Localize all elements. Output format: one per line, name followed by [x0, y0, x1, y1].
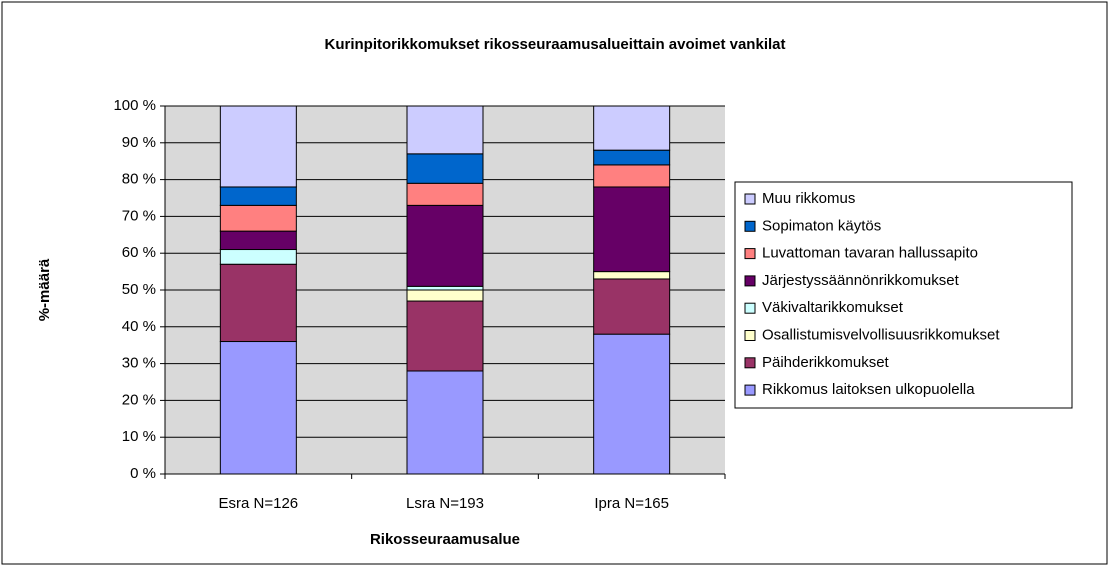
bar-segment — [219, 204, 297, 232]
legend-swatch — [744, 193, 756, 205]
legend-label: Väkivaltarikkomukset — [762, 299, 904, 316]
y-tick-label: 80 % — [122, 171, 156, 188]
y-tick-label: 40 % — [122, 318, 156, 335]
bar-segment — [406, 153, 484, 184]
y-tick-label: 30 % — [122, 355, 156, 372]
bar-segment — [406, 204, 484, 287]
bar-segment — [406, 370, 484, 475]
bar-segment — [406, 289, 484, 302]
bar-segment — [219, 105, 297, 188]
y-tick-label: 90 % — [122, 134, 156, 151]
legend-label: Muu rikkomus — [762, 190, 855, 207]
y-tick-label: 10 % — [122, 428, 156, 445]
legend-swatch — [744, 248, 756, 260]
bar-segment — [593, 149, 671, 166]
legend-label: Luvattoman tavaran hallussapito — [762, 245, 978, 262]
legend-swatch — [744, 330, 756, 341]
chart-title: Kurinpitorikkomukset rikosseuraamusaluei… — [325, 36, 786, 53]
legend-label: Sopimaton käytös — [762, 217, 881, 234]
y-tick-label: 0 % — [130, 465, 156, 482]
legend-label: Järjestyssäännönrikkomukset — [762, 272, 960, 289]
bar-segment — [406, 285, 484, 291]
y-tick-label: 60 % — [122, 244, 156, 261]
x-tick-label: Ipra N=165 — [594, 495, 669, 512]
legend-swatch — [744, 220, 756, 232]
y-tick-label: 50 % — [122, 281, 156, 298]
y-tick-label: 20 % — [122, 391, 156, 408]
legend-label: Päihderikkomukset — [762, 354, 890, 371]
bar-segment — [219, 341, 297, 475]
bar-segment — [593, 278, 671, 335]
legend-label: Rikkomus laitoksen ulkopuolella — [762, 381, 975, 398]
bar-segment — [219, 263, 297, 343]
bar-segment — [406, 182, 484, 206]
legend-swatch — [744, 357, 756, 369]
bar-segment — [406, 300, 484, 372]
bar-segment — [593, 105, 671, 151]
bar-segment — [219, 230, 297, 251]
legend-swatch — [744, 302, 756, 314]
bar-segment — [406, 105, 484, 155]
legend — [734, 181, 1073, 409]
bar-segment — [219, 186, 297, 206]
x-tick-label: Esra N=126 — [219, 495, 299, 512]
y-tick-label: 70 % — [122, 207, 156, 224]
legend-swatch — [744, 275, 756, 287]
bar-segment — [593, 333, 671, 475]
x-tick-label: Lsra N=193 — [406, 495, 484, 512]
y-tick-label: 100 % — [113, 97, 156, 114]
bar-segment — [593, 164, 671, 188]
y-axis-title: %-määrä — [36, 258, 53, 321]
bar-segment — [219, 249, 297, 265]
bar-segment — [593, 186, 671, 273]
legend-swatch — [744, 384, 756, 396]
bar-segment — [593, 271, 671, 280]
x-axis-title: Rikosseuraamusalue — [370, 531, 520, 548]
legend-label: Osallistumisvelvollisuusrikkomukset — [762, 326, 1000, 343]
